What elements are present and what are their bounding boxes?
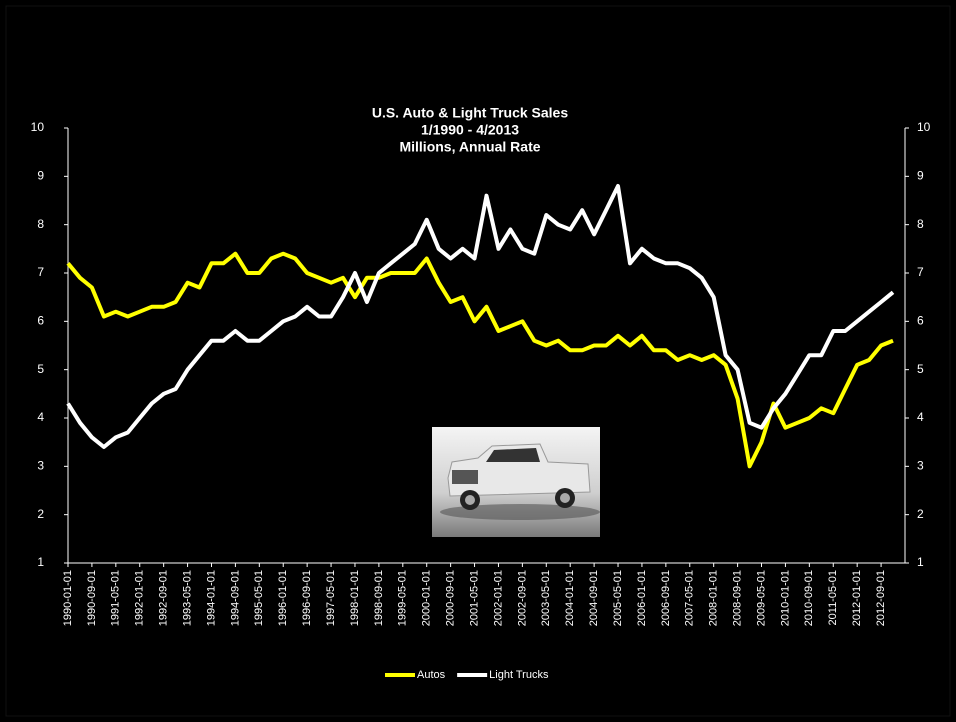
y-tick-label: 2 <box>37 507 44 521</box>
y2-tick-label: 7 <box>917 265 924 279</box>
x-tick-label: 2005-05-01 <box>612 570 624 626</box>
x-tick-label: 2011-05-01 <box>827 570 839 625</box>
y-tick-label: 7 <box>37 265 44 279</box>
chart-title: U.S. Auto & Light Truck Sales <box>372 105 569 121</box>
chart-subtitle: 1/1990 - 4/2013 <box>421 122 519 138</box>
x-tick-label: 2010-01-01 <box>779 570 791 626</box>
legend-label: Autos <box>417 669 446 681</box>
x-tick-label: 2008-09-01 <box>732 570 744 626</box>
x-tick-label: 2009-05-01 <box>755 570 767 626</box>
y2-tick-label: 1 <box>917 555 924 569</box>
y2-tick-label: 8 <box>917 217 924 231</box>
x-tick-label: 2002-01-01 <box>492 570 504 626</box>
y2-tick-label: 3 <box>917 459 924 473</box>
x-tick-label: 2012-09-01 <box>875 570 887 626</box>
x-tick-label: 2000-09-01 <box>445 570 457 626</box>
x-tick-label: 1996-09-01 <box>301 570 313 626</box>
y-tick-label: 4 <box>37 410 44 424</box>
legend-label: Light Trucks <box>489 669 549 681</box>
x-tick-label: 2004-01-01 <box>564 570 576 626</box>
unit-label: Millions, Annual Rate <box>399 139 540 155</box>
y-tick-label: 6 <box>37 314 44 328</box>
x-tick-label: 2001-05-01 <box>468 570 480 626</box>
y2-tick-label: 6 <box>917 314 924 328</box>
series-line <box>66 184 895 449</box>
x-tick-label: 1997-05-01 <box>325 570 337 626</box>
y2-tick-label: 5 <box>917 362 924 376</box>
y-tick-label: 8 <box>37 217 44 231</box>
x-tick-label: 1992-09-01 <box>158 570 170 626</box>
x-tick-label: 2003-05-01 <box>540 570 552 626</box>
x-tick-label: 1998-09-01 <box>373 570 385 626</box>
x-tick-label: 1993-05-01 <box>181 570 193 626</box>
x-tick-label: 1991-05-01 <box>110 570 122 626</box>
x-tick-label: 1996-01-01 <box>277 570 289 626</box>
truck-picture <box>432 427 600 537</box>
x-tick-label: 1995-05-01 <box>253 570 265 626</box>
x-tick-label: 2012-01-01 <box>851 570 863 626</box>
x-tick-label: 1992-01-01 <box>134 570 146 626</box>
series-line <box>66 251 894 469</box>
y2-tick-label: 4 <box>917 410 924 424</box>
x-tick-label: 2006-01-01 <box>636 570 648 626</box>
x-tick-label: 1999-05-01 <box>397 570 409 626</box>
y-tick-label: 9 <box>37 169 44 183</box>
x-tick-label: 1994-09-01 <box>229 570 241 626</box>
y2-tick-label: 10 <box>917 120 931 134</box>
x-tick-label: 1994-01-01 <box>205 570 217 626</box>
frame <box>5 5 951 717</box>
x-tick-label: 2007-05-01 <box>684 570 696 626</box>
y-tick-label: 10 <box>31 120 45 134</box>
x-tick-label: 2002-09-01 <box>516 570 528 626</box>
x-tick-label: 2004-09-01 <box>588 570 600 626</box>
x-tick-label: 2010-09-01 <box>803 570 815 626</box>
y2-tick-label: 2 <box>917 507 924 521</box>
x-tick-label: 1990-01-01 <box>62 570 74 626</box>
x-tick-label: 1998-01-01 <box>349 570 361 626</box>
y2-tick-label: 9 <box>917 169 924 183</box>
x-tick-label: 2008-01-01 <box>708 570 720 626</box>
x-tick-label: 2000-01-01 <box>421 570 433 626</box>
x-tick-label: 2006-09-01 <box>660 570 672 626</box>
y-tick-label: 1 <box>37 555 44 569</box>
x-tick-label: 1990-09-01 <box>86 570 98 626</box>
y-tick-label: 5 <box>37 362 44 376</box>
y-tick-label: 3 <box>37 459 44 473</box>
